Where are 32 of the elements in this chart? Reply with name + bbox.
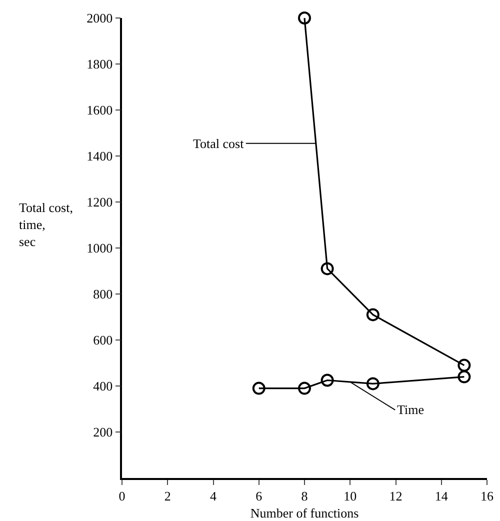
point bbox=[298, 12, 311, 24]
x-tick-label: 12 bbox=[389, 488, 402, 504]
x-axis-title: Number of functions bbox=[250, 505, 359, 520]
x-tick-label: 4 bbox=[210, 488, 217, 504]
y-tick-label: 400 bbox=[93, 378, 113, 394]
y-tick-label: 1800 bbox=[86, 56, 113, 72]
x-tick-label: 16 bbox=[480, 488, 494, 504]
y-tick-label: 2000 bbox=[86, 10, 113, 26]
text: Total cost bbox=[193, 136, 244, 151]
y-tick-label: 600 bbox=[93, 332, 113, 348]
x-tick-label: 8 bbox=[301, 488, 308, 504]
point bbox=[366, 377, 380, 390]
point bbox=[298, 382, 311, 395]
y-tick-label: 800 bbox=[93, 286, 113, 302]
y-tick-label: 1000 bbox=[86, 240, 113, 256]
x-tick-label: 2 bbox=[164, 488, 171, 504]
point bbox=[458, 370, 471, 384]
series-label: Time bbox=[397, 402, 424, 417]
y-tick-label: 200 bbox=[93, 424, 113, 440]
x-tick-label: 6 bbox=[256, 488, 263, 504]
point bbox=[458, 358, 471, 372]
y-tick-label: 1400 bbox=[86, 148, 113, 164]
y-axis-title: Total cost, time, sec bbox=[19, 200, 73, 249]
y-tick-label: 1600 bbox=[86, 102, 113, 118]
x-tick-label: 14 bbox=[434, 488, 448, 504]
point bbox=[252, 382, 266, 395]
x-tick-label: 10 bbox=[344, 488, 357, 504]
y-tick-label: 1200 bbox=[86, 194, 113, 210]
point bbox=[320, 262, 334, 276]
point bbox=[366, 308, 380, 322]
point bbox=[320, 374, 334, 387]
x-tick-label: 0 bbox=[118, 488, 126, 504]
